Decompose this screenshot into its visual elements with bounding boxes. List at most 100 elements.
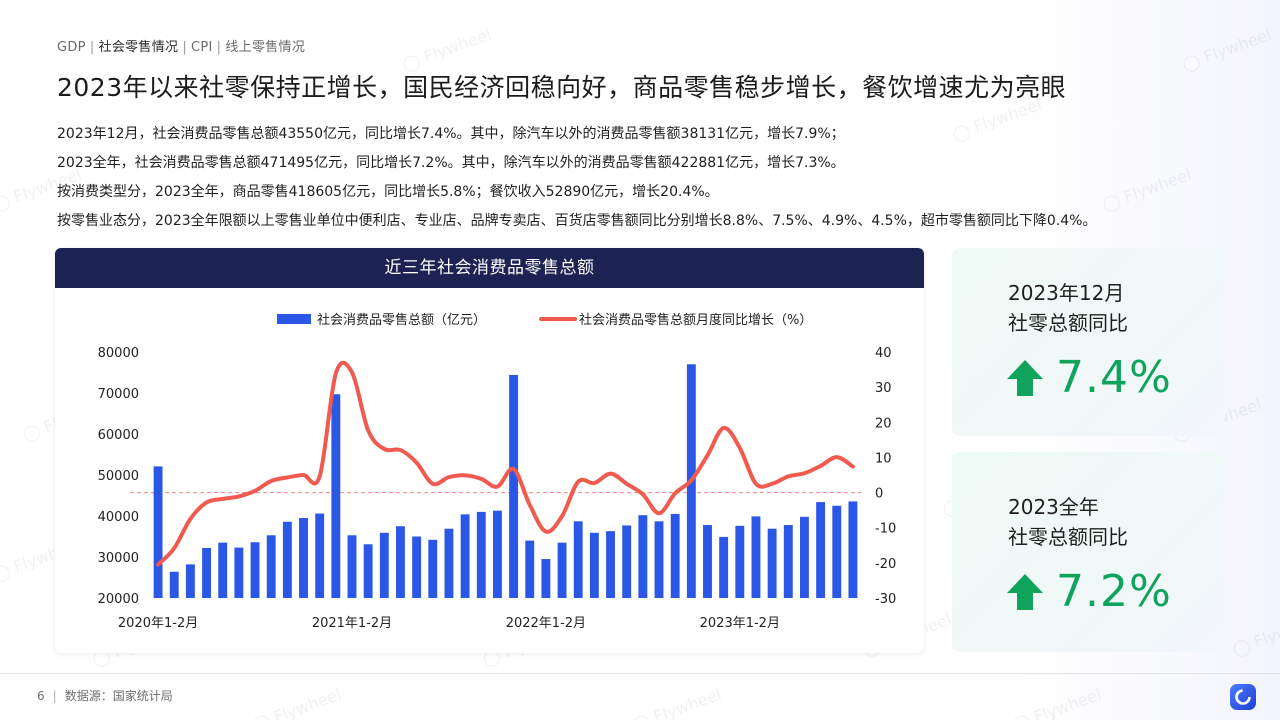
bar <box>541 559 551 598</box>
bar <box>606 531 615 598</box>
kpi-value: 7.4% <box>1056 352 1172 403</box>
kpi-value-row: 7.4% <box>1006 352 1172 403</box>
bar <box>509 374 519 598</box>
legend-line-label: 社会消费品零售总额月度同比增长（%） <box>579 312 812 328</box>
bar <box>654 521 664 598</box>
y-right-tick-label: 10 <box>875 451 892 466</box>
bar <box>832 505 842 598</box>
footer-separator: | <box>52 689 57 703</box>
bar <box>557 542 567 598</box>
bar <box>622 525 632 598</box>
arrow-up-icon <box>1007 359 1043 396</box>
retail-sales-chart: 社会消费品零售总额（亿元） 社会消费品零售总额月度同比增长（%） 20000 3000… <box>98 312 897 631</box>
bar <box>282 521 292 598</box>
bar <box>670 513 680 598</box>
y-right-tick-label: 40 <box>875 346 892 361</box>
watermark-text: ◯ Flywheel <box>1009 684 1104 720</box>
breadcrumb-item-online-retail[interactable]: 线上零售情况 <box>225 40 306 55</box>
bar <box>783 525 793 598</box>
y-left-tick-label: 20000 <box>98 592 139 607</box>
bar <box>363 544 373 598</box>
kpi-card-annual: 2023全年 社零总额同比 7.2% <box>952 452 1224 652</box>
summary-line: 2023全年，社会消费品零售总额471495亿元，同比增长7.2%。其中，除汽车… <box>57 155 845 171</box>
breadcrumb-item-retail[interactable]: 社会零售情况 <box>98 40 179 55</box>
kpi-value: 7.2% <box>1056 566 1172 617</box>
legend-bar-label: 社会消费品零售总额（亿元） <box>317 312 486 328</box>
bar <box>444 528 454 598</box>
page-title: 2023年以来社零保持正增长，国民经济回稳向好，商品零售稳步增长，餐饮增速尤为亮… <box>57 73 1067 102</box>
y-left-tick-label: 60000 <box>98 428 139 443</box>
y-right-tick-label: -20 <box>875 557 896 572</box>
bar <box>735 525 745 598</box>
kpi-label-period: 2023年12月 <box>1008 281 1125 305</box>
y-left-tick-label: 30000 <box>98 551 139 566</box>
bar <box>412 536 422 598</box>
summary-line: 按消费类型分，2023全年，商品零售418605亿元，同比增长5.8%；餐饮收入… <box>57 184 719 200</box>
bar <box>396 526 405 598</box>
bar <box>492 510 502 598</box>
bar <box>185 564 195 598</box>
bar <box>848 501 858 598</box>
summary-text: 2023年12月，社会消费品零售总额43550亿元，同比增长7.4%。其中，除汽… <box>57 120 1237 236</box>
kpi-label: 2023年12月 社零总额同比 <box>1008 278 1128 338</box>
bar <box>703 525 712 598</box>
bar <box>589 532 599 598</box>
bar <box>525 540 535 598</box>
bar <box>476 511 486 598</box>
arrow-up-icon <box>1007 573 1043 610</box>
bar <box>266 535 276 598</box>
bar <box>153 466 163 598</box>
breadcrumb-separator: | <box>182 40 188 55</box>
bar <box>767 528 777 598</box>
legend-bar-swatch <box>277 314 311 324</box>
breadcrumb-item-gdp[interactable]: GDP <box>57 40 86 55</box>
bar <box>218 542 228 598</box>
breadcrumb-separator: | <box>216 40 222 55</box>
watermark-text: ◯ Flywheel <box>1179 24 1274 75</box>
bar <box>638 515 648 598</box>
bar <box>347 535 357 598</box>
y-left-tick-label: 70000 <box>98 387 139 402</box>
growth-line <box>156 360 855 567</box>
kpi-label: 2023全年 社零总额同比 <box>1008 492 1128 552</box>
y-right-tick-label: 0 <box>875 487 883 502</box>
kpi-label-period: 2023全年 <box>1008 495 1099 519</box>
footer: 6 | 数据源：国家统计局 <box>37 687 173 704</box>
watermark-text: ◯ Flywheel <box>249 684 344 720</box>
kpi-value-row: 7.2% <box>1006 566 1172 617</box>
bar <box>315 513 325 598</box>
bar <box>299 518 308 598</box>
x-tick-label: 2021年1-2月 <box>312 616 392 631</box>
bar <box>799 516 809 598</box>
bar <box>331 394 341 598</box>
summary-line: 按零售业态分，2023全年限额以上零售业单位中便利店、专业店、品牌专卖店、百货店… <box>57 213 1097 229</box>
data-source: 数据源：国家统计局 <box>64 689 173 703</box>
bar <box>169 571 179 598</box>
y-right-tick-label: -10 <box>875 522 896 537</box>
y-left-tick-label: 80000 <box>98 346 139 361</box>
breadcrumb-item-cpi[interactable]: CPI <box>191 40 213 55</box>
watermark-text: ◯ Flywheel <box>1229 609 1280 660</box>
y-right-tick-label: -30 <box>875 592 896 607</box>
watermark-text: ◯ Flywheel <box>399 24 494 75</box>
page-number: 6 <box>37 689 45 703</box>
kpi-label-metric: 社零总额同比 <box>1008 525 1128 549</box>
chart-card: 近三年社会消费品零售总额 社会消费品零售总额（亿元） 社会消费品零售总额月度同比增… <box>55 248 924 653</box>
y-right-tick-label: 20 <box>875 416 892 431</box>
breadcrumb-separator: | <box>89 40 95 55</box>
x-tick-label: 2022年1-2月 <box>506 616 586 631</box>
footer-divider <box>0 673 1280 674</box>
kpi-card-december: 2023年12月 社零总额同比 7.4% <box>952 248 1224 436</box>
y-left-tick-label: 50000 <box>98 469 139 484</box>
y-right-tick-label: 30 <box>875 381 892 396</box>
bar <box>234 547 244 598</box>
x-tick-label: 2020年1-2月 <box>118 616 198 631</box>
chart-title: 近三年社会消费品零售总额 <box>55 248 924 288</box>
bar <box>573 521 583 598</box>
x-tick-label: 2023年1-2月 <box>700 616 780 631</box>
bar <box>250 542 260 598</box>
y-left-tick-label: 40000 <box>98 510 139 525</box>
bar <box>816 502 826 598</box>
kpi-label-metric: 社零总额同比 <box>1008 311 1128 335</box>
bar <box>428 539 438 598</box>
